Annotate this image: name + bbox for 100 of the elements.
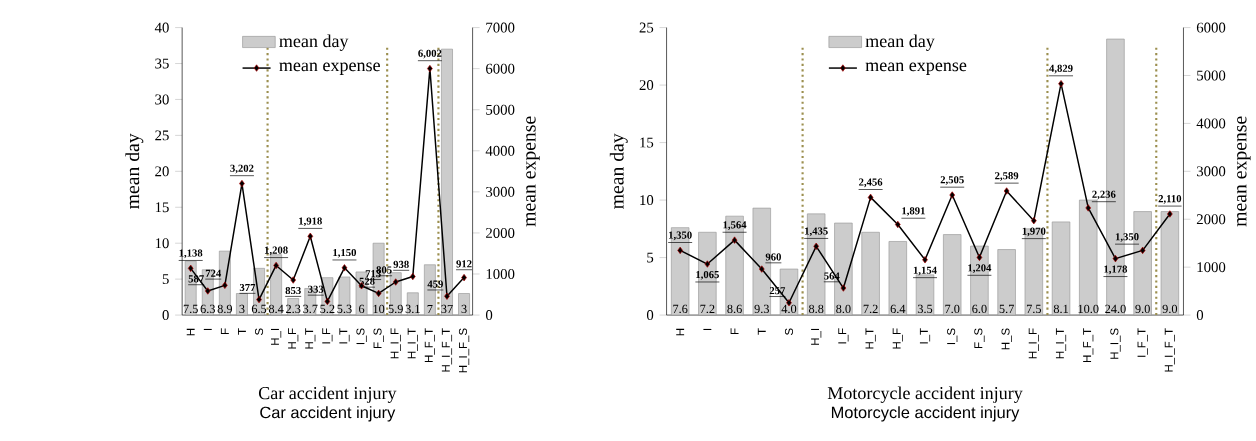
point: [1058, 80, 1064, 88]
y2-tick-label: 4000: [485, 145, 515, 156]
bar: [287, 298, 300, 316]
data-label: 1,970: [1022, 227, 1046, 237]
legend-label: mean expense: [279, 62, 380, 75]
y-tick-label: 10: [155, 238, 169, 249]
data-label: 2,236: [1092, 190, 1116, 200]
point: [840, 284, 847, 292]
bar: [670, 227, 690, 316]
x-tick-label: I_F: [322, 328, 333, 344]
bar: [1051, 221, 1071, 316]
point: [677, 246, 683, 254]
bar: [861, 231, 880, 316]
x-tick-label: H_T: [305, 328, 316, 349]
data-label: 6.5: [251, 304, 267, 314]
x-tick-label: H_I_T: [1055, 328, 1067, 359]
x-tick-label: S: [254, 328, 264, 335]
x-tick-label: H_F_T: [1083, 328, 1094, 362]
point: [375, 289, 382, 297]
data-label: 6.3: [200, 304, 215, 314]
x-tick-label: I_F_T: [1137, 328, 1148, 357]
x-tick-label: H_I: [271, 328, 282, 345]
point: [758, 265, 765, 273]
point: [1031, 217, 1037, 225]
data-label: 377: [239, 283, 256, 291]
data-label: 1,891: [902, 207, 925, 216]
data-label: 5.9: [388, 304, 403, 314]
y2-tick-label: 3000: [1196, 166, 1226, 177]
point: [307, 232, 314, 240]
x-tick-label: I_S: [356, 328, 367, 345]
y-tick-label: 15: [155, 202, 169, 213]
data-label: 7.5: [1026, 304, 1042, 314]
bar: [943, 234, 962, 316]
y-axis-title: mean day: [609, 133, 628, 209]
y-tick-label: 0: [162, 310, 169, 321]
data-label: 7.0: [945, 304, 960, 314]
x-tick-label: H_I_T: [407, 328, 418, 359]
x-tick-label: H: [186, 328, 195, 336]
y2-tick-label: 6000: [1196, 22, 1226, 33]
point: [813, 242, 819, 250]
x-tick-label: H_F: [288, 328, 299, 349]
y-tick-label: 20: [639, 80, 654, 91]
x-tick-label: H_F_T: [424, 328, 435, 362]
data-label: 5.7: [999, 304, 1014, 314]
x-tick-label: F_S: [373, 328, 384, 348]
legend-label: mean expense: [865, 62, 967, 75]
y2-tick-label: 5000: [486, 104, 515, 115]
point: [976, 253, 983, 261]
text: Motorcycle accident injury: [831, 406, 1020, 422]
y2-tick-label: 6000: [486, 63, 515, 74]
point: [222, 281, 228, 289]
data-label: 7.2: [700, 304, 715, 314]
data-label: 3.7: [303, 304, 318, 314]
data-label: 6.0: [972, 304, 987, 314]
x-tick-label: H_I_F_T: [441, 328, 453, 372]
data-label: 1,918: [299, 217, 322, 227]
point: [949, 191, 956, 199]
y2-tick-label: 4000: [1196, 118, 1226, 129]
point: [1003, 187, 1010, 195]
data-label: 2,505: [940, 176, 964, 185]
data-label: 7.2: [863, 304, 878, 314]
y-tick-label: 5: [162, 274, 169, 284]
data-label: 8.1: [1053, 304, 1068, 314]
data-label: 3: [461, 304, 467, 314]
data-label: 7: [427, 305, 433, 314]
data-label: 8.4: [268, 304, 284, 314]
x-tick-label: F: [730, 328, 739, 334]
data-label: 4.0: [781, 304, 797, 314]
data-label: 1,138: [179, 249, 203, 259]
y2-tick-label: 0: [1196, 310, 1204, 321]
x-tick-label: S: [784, 328, 794, 335]
data-label: 3.5: [917, 304, 933, 314]
data-label: 37: [441, 304, 453, 314]
data-label: 7.6: [673, 304, 688, 314]
text: Car accident injury: [260, 406, 396, 422]
point: [1139, 246, 1146, 254]
data-label: 3: [239, 304, 245, 314]
x-tick-label: H_I_F_S: [458, 328, 470, 373]
x-tick-label: H_T: [865, 328, 876, 349]
legend-label: mean day: [865, 34, 935, 51]
data-label: 1,178: [1104, 265, 1128, 275]
x-tick-label: H_I_F_T: [1164, 328, 1175, 372]
y2-tick-label: 2000: [486, 227, 515, 238]
y2-tick-label: 3000: [486, 186, 515, 197]
bar: [389, 272, 402, 316]
y-tick-label: 35: [155, 58, 169, 69]
data-label: 4,829: [1049, 64, 1073, 74]
data-label: 724: [205, 269, 222, 277]
x-tick-label: H_F: [892, 328, 903, 349]
y-tick-label: 15: [640, 137, 654, 148]
y2-tick-label: 1000: [1197, 262, 1226, 273]
legend-label: mean day: [279, 34, 349, 51]
x-tick-label: H_I_F: [390, 328, 401, 359]
data-label: 2.3: [286, 304, 301, 314]
data-label: 459: [427, 280, 443, 288]
y2-tick-label: 1000: [486, 268, 515, 279]
data-label: 5.2: [320, 304, 335, 314]
data-label: 8.0: [836, 304, 851, 314]
data-label: 8.6: [727, 304, 742, 314]
data-label: 1,154: [913, 266, 937, 276]
